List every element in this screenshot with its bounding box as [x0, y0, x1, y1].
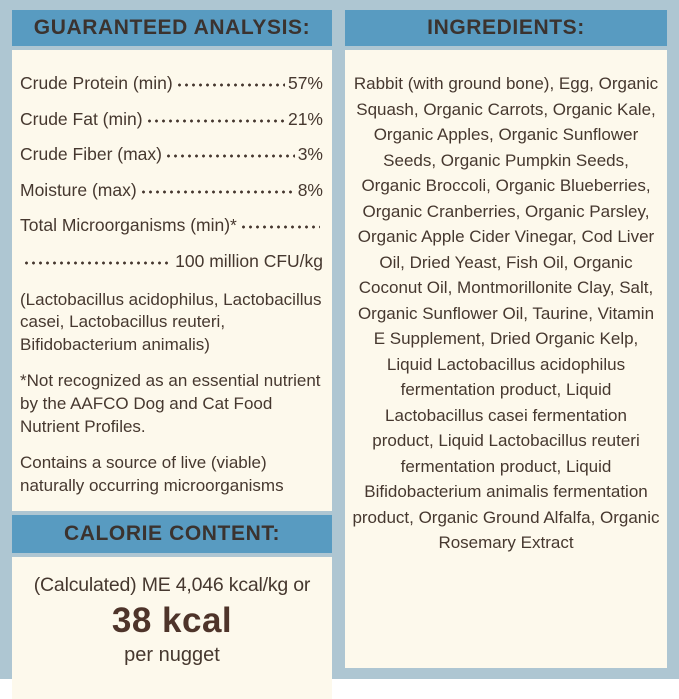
- analysis-row-total-microorganisms: Total Microorganisms (min)*: [20, 215, 323, 236]
- dotted-leader: [139, 185, 295, 198]
- analysis-label: Moisture (max): [20, 179, 137, 200]
- analysis-row-crude-fat: Crude Fat (min) 21%: [20, 109, 323, 130]
- guaranteed-analysis-title: GUARANTEED ANALYSIS:: [33, 16, 311, 39]
- analysis-value: 57%: [287, 73, 323, 93]
- ingredients-panel: Rabbit (with ground bone), Egg, Organic …: [345, 50, 667, 668]
- analysis-value: 3%: [297, 144, 323, 164]
- analysis-row-crude-fiber: Crude Fiber (max) 3%: [20, 144, 323, 165]
- calorie-calculated-line: (Calculated) ME 4,046 kcal/kg or: [33, 574, 311, 597]
- ingredients-title: INGREDIENTS:: [427, 16, 585, 39]
- guaranteed-analysis-panel: Crude Protein (min) 57% Crude Fat (min) …: [12, 50, 332, 512]
- dotted-leader: [175, 79, 285, 91]
- ingredients-text: Rabbit (with ground bone), Egg, Organic …: [352, 74, 660, 552]
- dotted-leader: [164, 150, 295, 162]
- analysis-value: 8%: [297, 179, 323, 200]
- analysis-value: 100 million CFU/kg: [175, 250, 323, 271]
- analysis-value: 21%: [287, 108, 323, 129]
- ingredients-header: INGREDIENTS:: [345, 10, 667, 46]
- calorie-content-panel: (Calculated) ME 4,046 kcal/kg or 38 kcal…: [12, 557, 332, 699]
- analysis-label: Total Microorganisms (min)*: [20, 215, 237, 235]
- dotted-leader: [239, 221, 320, 233]
- probiotics-note: (Lactobacillus acidophilus, Lactobacillu…: [20, 289, 322, 354]
- ingredients-column: INGREDIENTS: Rabbit (with ground bone), …: [345, 10, 667, 668]
- guaranteed-analysis-header: GUARANTEED ANALYSIS:: [12, 10, 332, 46]
- aafco-note: *Not recognized as an essential nutrient…: [20, 371, 321, 436]
- analysis-row-crude-protein: Crude Protein (min) 57%: [20, 73, 323, 94]
- analysis-row-cfu-value: 100 million CFU/kg: [20, 251, 323, 272]
- analysis-row-moisture: Moisture (max) 8%: [20, 180, 323, 201]
- analysis-label: Crude Protein (min): [20, 73, 173, 93]
- analysis-label: Crude Fat (min): [20, 108, 143, 129]
- calorie-unit: per nugget: [124, 644, 220, 667]
- calorie-content-title: CALORIE CONTENT:: [63, 522, 281, 546]
- analysis-notes: (Lactobacillus acidophilus, Lactobacillu…: [20, 289, 323, 498]
- calorie-value: 38 kcal: [111, 601, 233, 641]
- live-microorganisms-note: Contains a source of live (viable) natur…: [20, 453, 284, 495]
- dotted-leader: [23, 256, 173, 269]
- calorie-content-header: CALORIE CONTENT:: [12, 515, 332, 554]
- dotted-leader: [145, 114, 285, 127]
- guaranteed-analysis-column: GUARANTEED ANALYSIS: Crude Protein (min)…: [12, 10, 332, 699]
- analysis-label: Crude Fiber (max): [20, 144, 162, 164]
